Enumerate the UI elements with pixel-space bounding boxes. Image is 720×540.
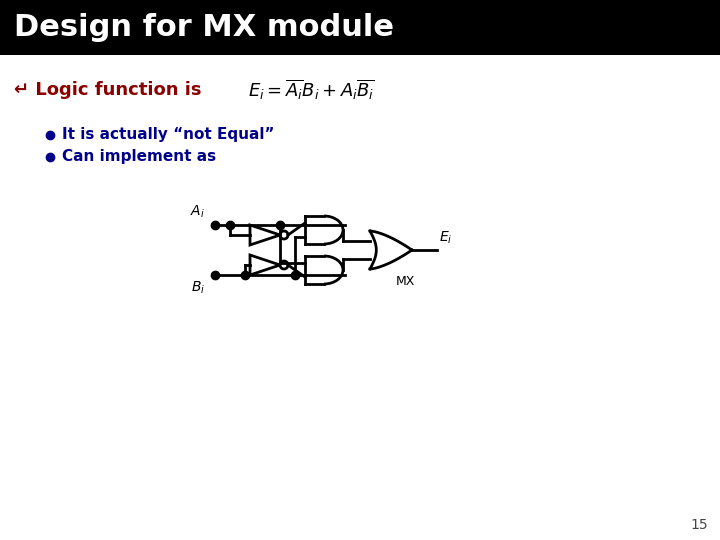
Text: $A_i$: $A_i$ xyxy=(190,204,205,220)
FancyBboxPatch shape xyxy=(0,0,720,55)
Text: $E_i$: $E_i$ xyxy=(439,230,452,246)
Text: It is actually “not Equal”: It is actually “not Equal” xyxy=(62,127,274,143)
Text: ↵ Logic function is: ↵ Logic function is xyxy=(14,81,202,99)
Text: Design for MX module: Design for MX module xyxy=(14,13,394,42)
Text: Can implement as: Can implement as xyxy=(62,150,216,165)
Text: $B_i$: $B_i$ xyxy=(191,280,205,296)
Text: $E_i = \overline{A_i}B_i + A_i\overline{B_i}$: $E_i = \overline{A_i}B_i + A_i\overline{… xyxy=(248,78,375,102)
Text: 15: 15 xyxy=(690,518,708,532)
Text: MX: MX xyxy=(396,275,415,288)
